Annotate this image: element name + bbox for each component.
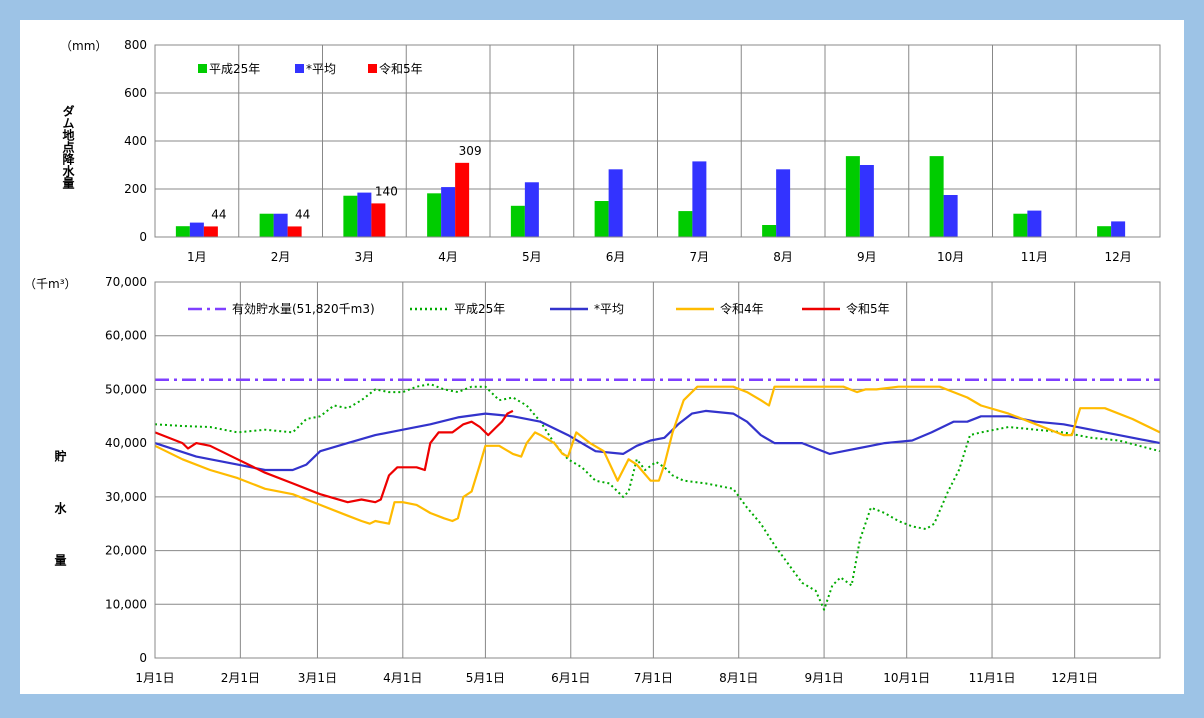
- bar-data-label: 140: [375, 184, 398, 198]
- bar-1-2: [259, 213, 274, 237]
- legend-label-bottom: 平成25年: [454, 302, 505, 316]
- bar-3-3: [371, 203, 386, 237]
- top-x-tick-label: 7月: [690, 250, 710, 264]
- top-y-tick-label: 600: [124, 86, 147, 100]
- bottom-x-tick-label: 12月1日: [1051, 671, 1098, 685]
- top-x-tick-label: 10月: [937, 250, 964, 264]
- bar-3-2: [287, 226, 302, 237]
- bottom-y-tick-label: 40,000: [105, 436, 147, 450]
- bar-2-11: [1027, 210, 1042, 237]
- bottom-x-tick-label: 1月1日: [135, 671, 174, 685]
- legend-label-bottom: *平均: [594, 302, 624, 316]
- bar-data-label: 44: [211, 207, 226, 221]
- bar-1-11: [1013, 213, 1028, 237]
- legend-label-bottom: 令和5年: [846, 301, 890, 316]
- top-y-unit: （mm）: [60, 39, 107, 53]
- series-line-2: [154, 383, 1161, 611]
- top-x-tick-label: 5月: [522, 250, 542, 264]
- bar-2-3: [357, 192, 372, 237]
- top-y-axis-label: ダム地点降水量: [61, 104, 75, 189]
- bar-1-5: [510, 205, 525, 237]
- bottom-y-tick-label: 10,000: [105, 597, 147, 611]
- bar-1-3: [343, 195, 358, 237]
- bottom-chart-axes: 0 10,000 20,000 30,000 40,000 50,000 60,000 70,…: [105, 275, 1161, 685]
- bottom-y-tick-label: 50,000: [105, 382, 147, 396]
- top-chart-bars: [175, 156, 1126, 237]
- legend-label-bottom: 有効貯水量(51,820千m3): [232, 301, 375, 316]
- legend-label-top: 令和5年: [379, 61, 423, 76]
- chart-panel: 0 200 400 600 800 1月 2月 3月 4月 5月 6月 7月 8月 9月 10月 11月 12月…: [20, 20, 1184, 694]
- bar-2-12: [1111, 221, 1126, 237]
- legend-label-top: *平均: [306, 62, 336, 76]
- top-x-tick-label: 1月: [187, 250, 207, 264]
- top-x-tick-label: 3月: [355, 250, 375, 264]
- bottom-y-tick-label: 0: [139, 651, 147, 665]
- legend-swatch-top: [295, 64, 304, 73]
- bottom-x-tick-label: 9月1日: [804, 671, 843, 685]
- series-line-3: [154, 409, 1161, 472]
- bottom-y-tick-label: 20,000: [105, 544, 147, 558]
- bar-2-2: [273, 213, 288, 237]
- bar-1-1: [175, 226, 190, 237]
- bar-2-10: [943, 195, 958, 237]
- top-x-tick-label: 11月: [1021, 250, 1048, 264]
- top-x-tick-label: 9月: [857, 250, 877, 264]
- bottom-x-tick-label: 3月1日: [298, 671, 337, 685]
- legend-label-bottom: 令和4年: [720, 301, 764, 316]
- bar-1-8: [762, 225, 777, 237]
- bottom-x-tick-label: 2月1日: [221, 671, 260, 685]
- bar-1-4: [427, 193, 442, 237]
- legend-label-top: 平成25年: [209, 62, 260, 76]
- series-line-5: [154, 409, 514, 504]
- bottom-y-unit: （千m³）: [24, 277, 77, 291]
- bottom-x-tick-label: 7月1日: [634, 671, 673, 685]
- top-x-tick-label: 8月: [773, 250, 793, 264]
- top-y-tick-label: 800: [124, 38, 147, 52]
- bar-3-1: [203, 226, 218, 237]
- legend-swatch-top: [198, 64, 207, 73]
- bar-1-9: [845, 156, 860, 237]
- bottom-x-tick-label: 4月1日: [383, 671, 422, 685]
- bar-1-12: [1097, 226, 1112, 237]
- bar-2-5: [524, 182, 539, 237]
- bar-2-4: [441, 187, 456, 237]
- bottom-x-tick-label: 8月1日: [719, 671, 758, 685]
- top-y-tick-label: 400: [124, 134, 147, 148]
- bar-3-4: [455, 162, 470, 237]
- bottom-chart-lines: [154, 378, 1161, 611]
- series-line-4: [154, 385, 1161, 525]
- bottom-chart-grid: [154, 281, 1161, 659]
- top-x-tick-label: 2月: [271, 250, 291, 264]
- top-y-tick-label: 0: [139, 230, 147, 244]
- top-x-tick-label: 4月: [438, 250, 458, 264]
- bar-2-7: [692, 161, 707, 237]
- bottom-y-tick-label: 70,000: [105, 275, 147, 289]
- top-x-tick-label: 12月: [1104, 250, 1131, 264]
- bar-1-7: [678, 211, 693, 237]
- bottom-y-axis-label: 貯水量: [53, 449, 67, 606]
- bar-2-8: [776, 169, 791, 237]
- bottom-x-tick-label: 10月1日: [883, 671, 930, 685]
- bottom-plot-frame: [154, 281, 1161, 659]
- bar-2-9: [859, 165, 874, 237]
- bar-2-1: [189, 222, 204, 237]
- top-y-tick-label: 200: [124, 182, 147, 196]
- bar-1-10: [929, 156, 944, 237]
- chart-canvas: 0 200 400 600 800 1月 2月 3月 4月 5月 6月 7月 8月 9月 10月 11月 12月…: [24, 38, 1161, 685]
- bottom-x-tick-label: 11月1日: [969, 671, 1016, 685]
- top-x-tick-label: 6月: [606, 250, 626, 264]
- top-chart-axes: 0 200 400 600 800 1月 2月 3月 4月 5月 6月 7月 8月 9月 10月 11月 12月…: [124, 38, 1161, 264]
- bar-data-label: 44: [295, 207, 310, 221]
- bottom-x-tick-label: 6月1日: [551, 671, 590, 685]
- bottom-x-tick-label: 5月1日: [466, 671, 505, 685]
- bar-data-label: 309: [459, 144, 482, 158]
- bottom-y-tick-label: 60,000: [105, 329, 147, 343]
- bottom-y-tick-label: 30,000: [105, 490, 147, 504]
- bar-2-6: [608, 169, 623, 237]
- bar-1-6: [594, 201, 609, 237]
- top-plot-frame: [154, 44, 1161, 238]
- legend-swatch-top: [368, 64, 377, 73]
